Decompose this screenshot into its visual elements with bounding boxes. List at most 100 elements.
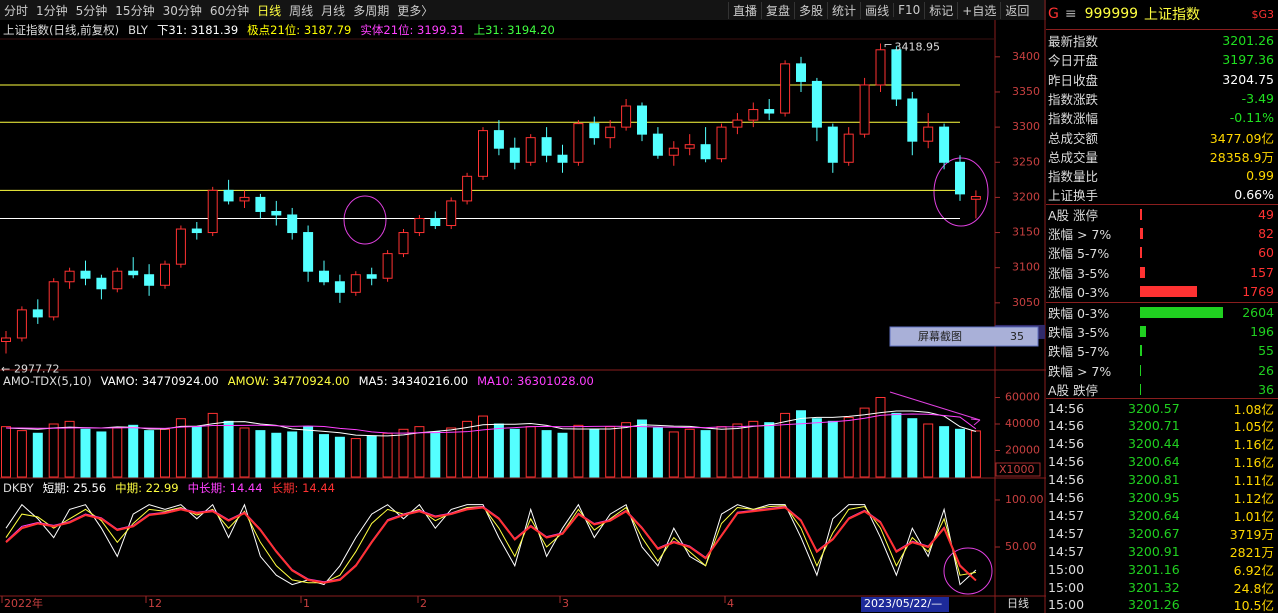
- quote-value: 3201.26: [1222, 33, 1274, 48]
- header-field: 中期: 22.99: [115, 481, 179, 495]
- quote-label: 指数量比: [1048, 169, 1099, 185]
- candle-body: [366, 274, 377, 279]
- candle-body: [764, 109, 775, 114]
- volume-bar: [175, 418, 186, 478]
- volume-bar: [859, 407, 870, 478]
- volume-bar: [493, 423, 504, 478]
- volume-bar: [716, 426, 727, 478]
- date-label: 3: [562, 597, 569, 610]
- tool-button[interactable]: 标记: [924, 1, 957, 19]
- tool-button[interactable]: 画线: [860, 1, 893, 19]
- breadth-count: 82: [1258, 226, 1274, 242]
- volume-bar: [398, 428, 409, 478]
- period-tab[interactable]: 多周期: [353, 3, 390, 18]
- candle-body: [732, 119, 743, 128]
- indicator-name: BLY: [128, 23, 148, 37]
- volume-bar: [207, 412, 218, 478]
- low-label: 2977.72: [14, 362, 60, 375]
- popup-title: 屏幕截图: [918, 329, 962, 343]
- breadth-label: 跌幅 3-5%: [1048, 325, 1110, 341]
- volume-bar: [96, 431, 107, 478]
- period-tab[interactable]: 更多〉: [397, 3, 434, 18]
- high-label: 3418.95: [895, 41, 941, 54]
- candle-body: [716, 126, 727, 160]
- breadth-label: 跌幅 5-7%: [1048, 344, 1110, 360]
- volume-bar: [144, 430, 155, 478]
- volume-bar: [700, 430, 711, 478]
- candle-body: [827, 126, 838, 163]
- header-field: AMOW: 34770924.00: [227, 374, 350, 388]
- breadth-count: 60: [1258, 245, 1274, 261]
- chart-title: 上证指数(日线,前复权): [3, 23, 120, 37]
- tick-price: 3200.64: [1128, 454, 1180, 470]
- period-tab[interactable]: 日线: [257, 3, 282, 18]
- tool-button[interactable]: F10: [893, 3, 924, 17]
- tool-button[interactable]: +自选: [957, 1, 1000, 19]
- period-tab[interactable]: 周线: [289, 3, 314, 18]
- volume-bar: [287, 431, 298, 478]
- breadth-bar: [1140, 326, 1147, 338]
- volume-bar: [955, 428, 965, 478]
- candle-body: [350, 274, 361, 293]
- breadth-bar: [1140, 364, 1141, 376]
- candle-body: [589, 123, 600, 139]
- candle-body: [748, 109, 759, 121]
- header-field: 实体21位: 3199.31: [360, 23, 465, 37]
- breadth-row: 跌幅 3-5% 196: [1048, 322, 1276, 341]
- breadth-label: 跌幅 > 7%: [1048, 363, 1112, 379]
- period-tab[interactable]: 1分钟: [36, 3, 68, 18]
- tool-button[interactable]: 返回: [1000, 1, 1033, 19]
- tool-button[interactable]: 统计: [827, 1, 860, 19]
- volume-bar: [748, 420, 759, 478]
- tool-button[interactable]: 直播: [728, 1, 761, 19]
- tick-row: 14:56 3200.71 1.05亿: [1048, 417, 1276, 435]
- period-tab[interactable]: 30分钟: [162, 3, 202, 18]
- tick-time: 14:56: [1048, 436, 1085, 452]
- breadth-row: 涨幅 > 7% 82: [1048, 224, 1276, 243]
- y-tick-label: 3150: [1012, 226, 1040, 239]
- period-tab[interactable]: 月线: [321, 3, 346, 18]
- tool-button[interactable]: 复盘: [761, 1, 794, 19]
- breadth-count: 36: [1258, 381, 1274, 397]
- arrow: ⌐: [884, 39, 893, 52]
- unit-label: X1000: [999, 463, 1035, 476]
- breadth-row: 涨幅 5-7% 60: [1048, 243, 1276, 262]
- header-field: 上31: 3194.20: [473, 23, 555, 37]
- tick-row: 15:00 3201.26 10.5亿: [1048, 596, 1276, 613]
- candle-body: [955, 161, 965, 195]
- candle-body: [144, 274, 155, 286]
- candle-body: [414, 217, 425, 234]
- period-tab[interactable]: 60分钟: [209, 3, 250, 18]
- breadth-row: A股 涨停 49: [1048, 205, 1276, 224]
- trend-arrow-head: [970, 418, 981, 426]
- period-tab[interactable]: 5分钟: [75, 3, 108, 18]
- candle-body: [970, 196, 981, 200]
- menu[interactable]: ≡: [1064, 6, 1077, 22]
- chart-header: 上证指数(日线,前复权) BLY 下31: 3181.39 极点21位: 3187.7…: [3, 21, 564, 39]
- volume-bar: [811, 418, 822, 478]
- flag: G: [1048, 6, 1059, 22]
- volume-bar: [446, 427, 457, 478]
- candle-body: [684, 144, 695, 149]
- date-label: 2022年: [4, 596, 43, 610]
- candle-body: [557, 154, 568, 163]
- dkby-line: [5, 506, 977, 584]
- date-label: 12: [148, 597, 162, 610]
- unit-box: [995, 462, 1041, 477]
- period-tab[interactable]: 分时: [4, 3, 29, 18]
- tool-button[interactable]: 多股: [794, 1, 827, 19]
- volume-bar: [319, 434, 329, 478]
- volume-bar: [112, 427, 123, 478]
- breadth-row: 跌幅 0-3% 2604: [1048, 303, 1276, 322]
- breadth-bar: [1140, 266, 1146, 278]
- quote-row: 今日开盘 3197.36: [1048, 50, 1276, 69]
- chart-header: AMO-TDX(5,10) VAMO: 34770924.00 AMOW: 3477…: [3, 372, 603, 390]
- volume-bar: [827, 420, 838, 478]
- popup-bg: [889, 326, 1039, 347]
- tick-row: 14:57 3200.91 2821万: [1048, 542, 1276, 560]
- divider: [1046, 29, 1278, 30]
- period-tab[interactable]: 15分钟: [115, 3, 155, 18]
- tick-price: 3200.44: [1128, 436, 1180, 452]
- tick-price: 3201.16: [1128, 561, 1180, 577]
- tick-price: 3200.81: [1128, 472, 1180, 488]
